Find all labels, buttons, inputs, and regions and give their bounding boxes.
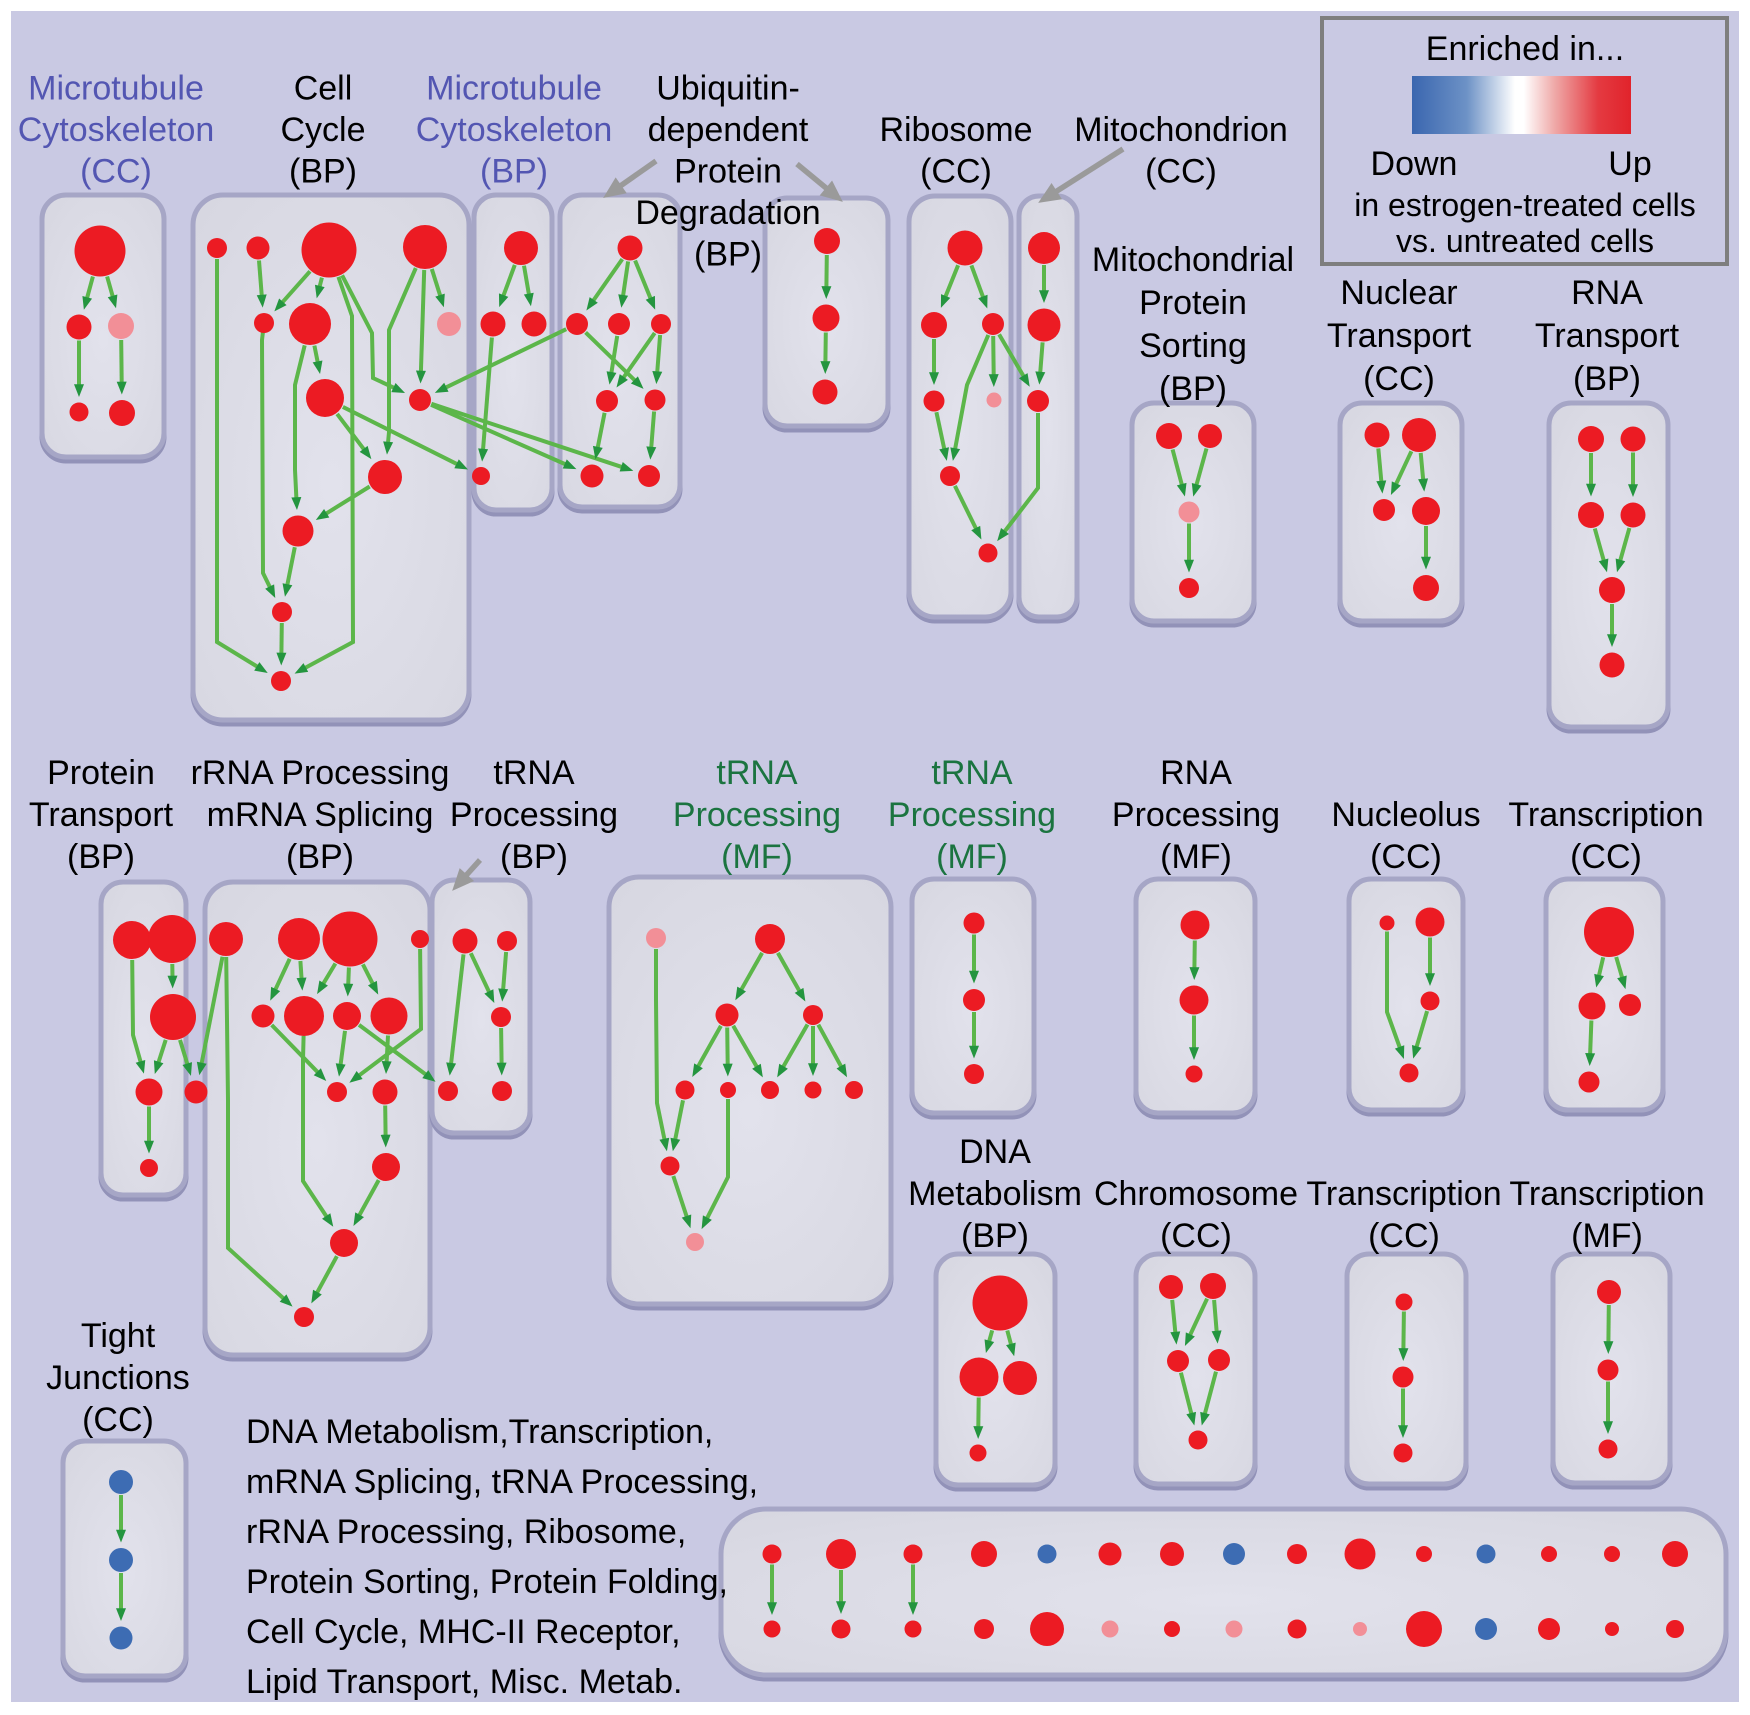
svg-text:Transcription: Transcription [1508,796,1703,834]
svg-text:Metabolism: Metabolism [908,1175,1082,1213]
svg-text:(BP): (BP) [500,838,568,876]
svg-text:rRNA Processing, Ribosome,: rRNA Processing, Ribosome, [246,1513,686,1551]
svg-text:(MF): (MF) [936,838,1008,876]
svg-text:Cycle: Cycle [280,111,365,149]
svg-text:Protein Sorting, Protein Foldi: Protein Sorting, Protein Folding, [246,1563,728,1601]
svg-text:(CC): (CC) [920,153,992,191]
svg-text:(CC): (CC) [1370,838,1442,876]
svg-text:(MF): (MF) [721,838,793,876]
svg-text:Mitochondrion: Mitochondrion [1074,111,1288,149]
svg-text:Transport: Transport [1327,317,1472,355]
svg-text:Cytoskeleton: Cytoskeleton [18,111,215,149]
svg-text:rRNA Processing: rRNA Processing [191,754,450,792]
svg-text:tRNA: tRNA [931,754,1013,792]
svg-text:Cytoskeleton: Cytoskeleton [416,111,613,149]
svg-text:DNA Metabolism,Transcription,: DNA Metabolism,Transcription, [246,1413,713,1451]
svg-text:DNA: DNA [959,1133,1031,1171]
svg-text:mRNA Splicing, tRNA Processing: mRNA Splicing, tRNA Processing, [246,1463,758,1501]
svg-text:Protein: Protein [674,153,782,191]
svg-text:Mitochondrial: Mitochondrial [1092,241,1294,279]
svg-text:(CC): (CC) [1160,1217,1232,1255]
svg-text:tRNA: tRNA [716,754,798,792]
svg-text:Lipid Transport, Misc. Metab.: Lipid Transport, Misc. Metab. [246,1663,683,1701]
svg-text:Cell: Cell [294,70,353,108]
svg-text:vs. untreated cells: vs. untreated cells [1396,223,1654,259]
svg-text:Nucleolus: Nucleolus [1331,796,1480,834]
svg-text:Transport: Transport [1535,317,1680,355]
svg-text:Tight: Tight [81,1317,156,1355]
svg-text:Transport: Transport [29,796,174,834]
svg-text:(BP): (BP) [1159,370,1227,408]
svg-text:Ribosome: Ribosome [879,111,1032,149]
svg-text:(CC): (CC) [1145,153,1217,191]
svg-text:Nuclear: Nuclear [1340,274,1457,312]
svg-text:(CC): (CC) [80,153,152,191]
svg-text:Up: Up [1608,145,1651,183]
svg-text:Enriched in...: Enriched in... [1426,30,1624,68]
svg-text:(CC): (CC) [82,1401,154,1439]
svg-text:(CC): (CC) [1368,1217,1440,1255]
svg-text:Microtubule: Microtubule [28,70,204,108]
svg-text:(CC): (CC) [1570,838,1642,876]
svg-text:tRNA: tRNA [493,754,575,792]
svg-text:Junctions: Junctions [46,1359,190,1397]
svg-text:Ubiquitin-: Ubiquitin- [656,70,800,108]
svg-text:(CC): (CC) [1363,360,1435,398]
svg-text:Transcription: Transcription [1509,1175,1704,1213]
svg-text:Degradation: Degradation [635,194,820,232]
svg-text:Transcription: Transcription [1306,1175,1501,1213]
svg-text:(BP): (BP) [961,1217,1029,1255]
svg-text:(BP): (BP) [67,838,135,876]
svg-text:(BP): (BP) [1573,360,1641,398]
svg-text:in estrogen-treated cells: in estrogen-treated cells [1354,187,1696,223]
svg-text:(MF): (MF) [1571,1217,1643,1255]
svg-text:Down: Down [1371,145,1458,183]
svg-text:Sorting: Sorting [1139,327,1247,365]
svg-text:(BP): (BP) [289,153,357,191]
svg-text:Chromosome: Chromosome [1094,1175,1298,1213]
svg-text:Cell Cycle, MHC-II Receptor,: Cell Cycle, MHC-II Receptor, [246,1613,681,1651]
svg-text:(BP): (BP) [694,236,762,274]
svg-text:Protein: Protein [1139,284,1247,322]
svg-text:mRNA Splicing: mRNA Splicing [207,796,434,834]
svg-text:Processing: Processing [450,796,618,834]
svg-text:RNA: RNA [1571,274,1643,312]
svg-text:Processing: Processing [1112,796,1280,834]
svg-text:Microtubule: Microtubule [426,70,602,108]
svg-text:(MF): (MF) [1160,838,1232,876]
svg-text:(BP): (BP) [480,153,548,191]
svg-text:Processing: Processing [673,796,841,834]
svg-text:RNA: RNA [1160,754,1232,792]
svg-text:dependent: dependent [648,111,809,149]
svg-text:Processing: Processing [888,796,1056,834]
svg-text:Protein: Protein [47,754,155,792]
svg-text:(BP): (BP) [286,838,354,876]
